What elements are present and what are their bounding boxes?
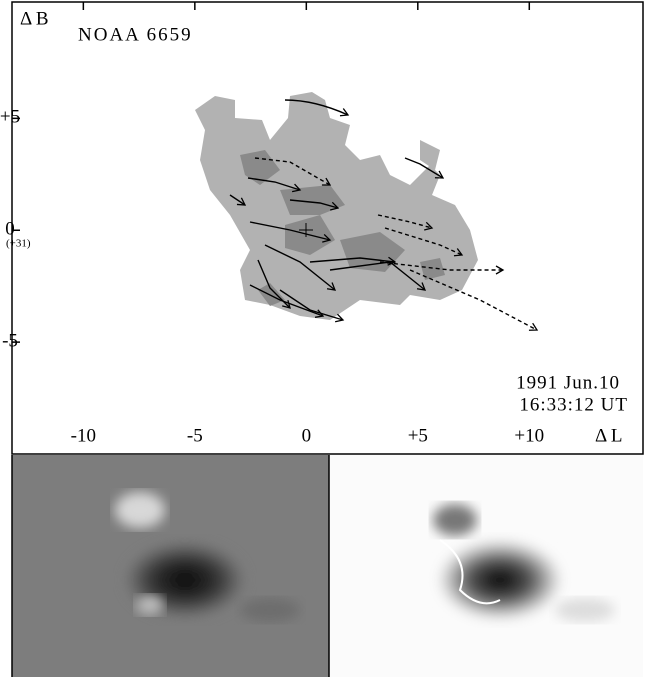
magnetogram-left <box>12 455 329 677</box>
origin-cross <box>299 223 313 237</box>
axis-ticks: -10 -5 0 +5 +10 +5 0 -5 <box>0 2 544 446</box>
y-tick-label: +5 <box>0 107 20 128</box>
x-tick-label: +5 <box>408 425 428 446</box>
y-tick-label: -5 <box>2 330 18 351</box>
y-axis-label: Δ B <box>20 8 49 29</box>
velocity-arrows <box>229 99 539 331</box>
magnetogram-right <box>329 455 643 677</box>
x-tick-label: +10 <box>514 425 544 446</box>
x-tick-label: 0 <box>302 425 312 446</box>
time: 16:33:12 UT <box>519 394 628 415</box>
figure-title: NOAA 6659 <box>78 24 193 45</box>
x-tick-label: -5 <box>187 425 203 446</box>
x-axis-label: Δ L <box>595 425 623 446</box>
date: 1991 Jun.10 <box>516 372 620 393</box>
y-tick-label: 0 <box>5 219 15 240</box>
y-zero-note: (+31) <box>6 238 31 250</box>
x-tick-label: -10 <box>71 425 96 446</box>
